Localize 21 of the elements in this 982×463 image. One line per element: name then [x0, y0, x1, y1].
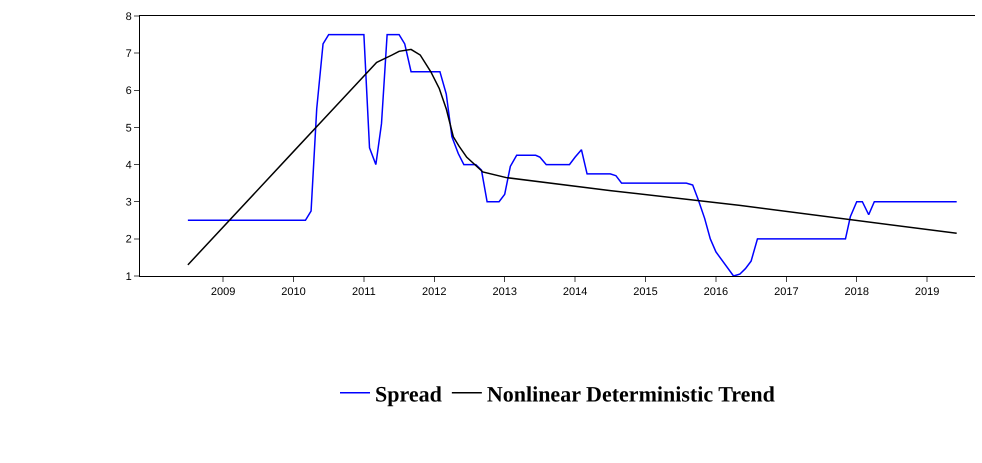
y-tick-label: 8 — [126, 10, 132, 23]
x-tick-label: 2015 — [633, 286, 658, 298]
x-tick-label: 2017 — [774, 286, 799, 298]
y-tick-label: 3 — [126, 196, 132, 209]
x-tick-label: 2011 — [352, 286, 376, 298]
y-tick-label: 6 — [126, 85, 132, 98]
y-tick-label: 4 — [126, 159, 132, 172]
y-tick-label: 1 — [126, 270, 132, 283]
x-tick-label: 2018 — [844, 286, 869, 298]
x-tick-label: 2016 — [704, 286, 728, 298]
x-tick-label: 2010 — [281, 286, 306, 298]
x-tick-label: 2019 — [914, 286, 940, 298]
x-tick-label: 2013 — [492, 286, 517, 298]
x-tick-label: 2014 — [562, 286, 588, 298]
legend-label: Nonlinear Deterministic Trend — [486, 381, 775, 406]
x-tick-label: 2009 — [210, 286, 236, 298]
y-tick-label: 2 — [126, 234, 132, 246]
y-tick-label: 5 — [126, 122, 132, 134]
legend-label: Spread — [375, 381, 442, 406]
x-tick-label: 2012 — [422, 286, 447, 298]
y-tick-label: 7 — [126, 48, 132, 60]
